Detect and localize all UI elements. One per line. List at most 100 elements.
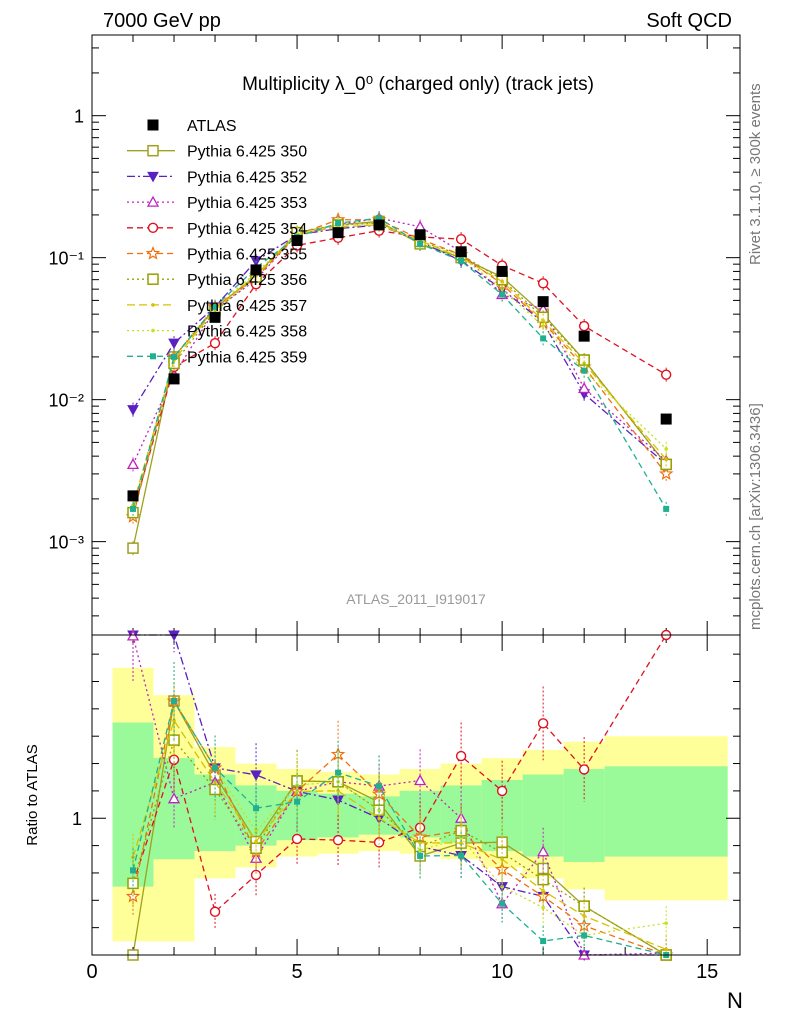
legend-marker [147,119,159,131]
series-main-1 [127,214,672,557]
main-axis-ticks: 10⁻³ 10⁻² 10⁻¹ 1 [48,35,740,635]
reference-point [127,490,139,502]
x-axis-label: N [727,988,743,1013]
data-point-main [541,324,545,328]
chart-title: Multiplicity λ_0⁰ (charged only) (track … [242,74,594,95]
y-tick-label-main: 10⁻² [48,391,84,411]
data-point-ratio [664,947,668,952]
data-point-main [127,405,139,416]
main-series-group [125,211,674,557]
data-point-ratio [581,932,588,939]
data-point-main [581,367,588,374]
data-point-ratio [209,906,221,918]
legend-marker [147,222,159,234]
data-point-ratio [458,852,465,859]
data-point-ratio [291,833,303,845]
data-point-main [168,338,180,350]
data-point-ratio [578,764,590,775]
data-point-main [540,335,547,342]
data-point-ratio [294,798,301,805]
legend-label: Pythia 6.425 357 [187,298,307,315]
legend-marker [147,144,159,157]
data-point-main [660,369,672,380]
legend-label: ATLAS [187,118,237,135]
data-point-ratio [459,836,463,840]
y-tick-label-main: 1 [74,107,84,127]
y-tick-label-main: 10⁻¹ [48,249,84,269]
legend-label: Pythia 6.425 354 [187,221,307,238]
series-reference [127,219,672,502]
data-point-ratio [664,921,668,925]
legend-entry: Pythia 6.425 355 [127,245,307,264]
data-point-ratio [417,852,424,859]
data-point-ratio [172,718,176,723]
data-point-ratio [332,834,344,846]
reference-point [209,311,221,323]
reference-point [332,227,344,239]
reference-point [537,296,549,308]
data-point-ratio [459,841,463,845]
band-inner-bin [563,769,605,863]
reference-point [496,265,508,277]
side-label-events: Rivet 3.1.10, ≥ 300k events [747,83,764,265]
reference-point [414,229,426,241]
data-point-ratio [582,914,586,918]
data-point-ratio [250,770,262,781]
y-tick-label-main: 10⁻³ [48,533,84,553]
data-point-main [664,447,668,451]
legend-entry: Pythia 6.425 357 [127,298,307,315]
legend-marker [145,245,161,260]
series-main-4 [127,223,672,521]
data-point-main [209,337,221,349]
data-point-main [499,291,506,298]
ratio-panel: 10 5 10 15 [72,629,741,983]
legend-marker [150,353,156,360]
header-right: Soft QCD [646,10,732,32]
data-point-ratio [499,900,506,907]
data-point-main [500,279,504,284]
reference-point [373,219,385,231]
data-point-ratio [496,785,508,797]
legend-label: Pythia 6.425 352 [187,169,307,186]
data-point-ratio [212,764,219,771]
data-point-ratio [373,837,385,848]
data-point-main [537,278,549,289]
legend: ATLAS Pythia 6.425 350 Pythia 6.425 352 Pyt… [127,118,307,366]
legend-entry: Pythia 6.425 356 [127,272,307,289]
legend-label: Pythia 6.425 350 [187,144,307,161]
data-point-main [578,382,591,394]
legend-entry: Pythia 6.425 358 [127,324,307,341]
data-point-ratio [253,805,260,812]
legend-label: Pythia 6.425 358 [187,324,307,341]
data-point-main [130,505,137,512]
reference-point [660,413,672,425]
legend-marker [147,273,159,285]
reference-point [455,246,467,258]
legend-label: Pythia 6.425 356 [187,272,307,289]
legend-marker [151,303,155,307]
data-point-main [126,458,140,470]
data-point-main [455,233,467,245]
ratio-series-group [125,629,674,962]
data-point-ratio [537,718,549,729]
y-tick-label-ratio: 1 [72,809,82,829]
data-point-main [458,257,465,264]
legend-marker [146,195,160,207]
reference-point [250,264,262,276]
data-point-ratio [540,938,547,945]
x-tick-label: 15 [696,961,718,983]
reference-point [168,373,180,385]
ratio-ylabel: Ratio to ATLAS [24,744,41,845]
data-point-ratio [500,857,504,862]
data-point-ratio [376,783,383,790]
data-point-ratio [335,769,342,776]
series-line-main [132,220,667,549]
legend-entry: Pythia 6.425 359 [127,349,307,366]
data-point-ratio [130,867,137,874]
data-point-main [335,220,342,227]
data-point-ratio [213,780,217,785]
main-panel: 10⁻³ 10⁻² 10⁻¹ 1 [48,34,741,636]
legend-label: Pythia 6.425 355 [187,247,307,264]
x-tick-label: 0 [86,961,97,983]
